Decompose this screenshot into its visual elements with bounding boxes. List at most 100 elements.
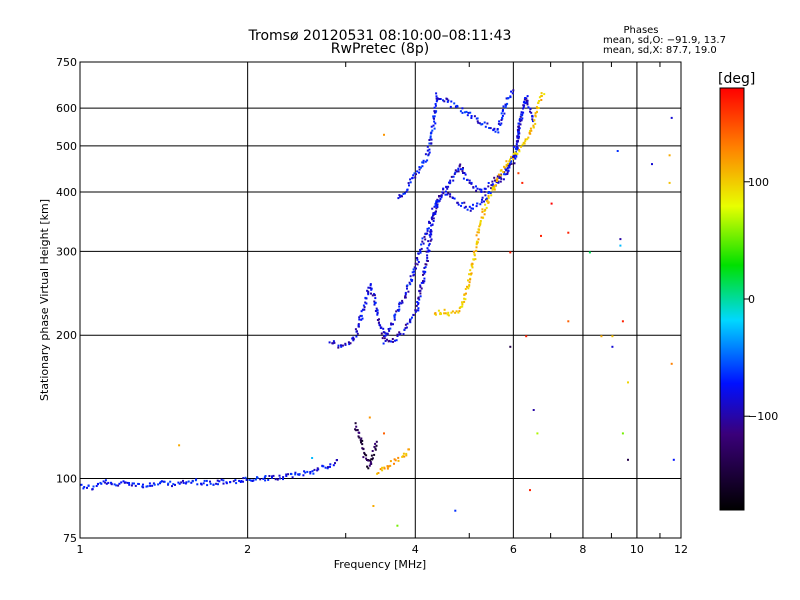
data-point [412,314,415,316]
y-tick-label: 750 [56,56,77,69]
data-point [373,300,376,303]
data-point [516,135,519,138]
data-point [370,287,373,290]
data-point [510,162,513,165]
data-point [369,287,372,289]
data-point [516,148,519,151]
data-point [509,345,512,348]
data-point [519,120,522,123]
data-point [360,441,362,444]
data-point [393,316,396,319]
data-point [324,466,327,469]
data-point [411,177,414,180]
data-point [461,111,464,114]
data-point [163,480,166,483]
data-point [588,251,591,254]
data-point [478,225,481,228]
data-point [521,181,524,184]
data-point [380,332,383,335]
data-point [82,487,85,490]
data-point [399,195,402,198]
data-point [430,132,433,135]
data-point [367,467,370,470]
y-tick-label: 500 [56,140,77,153]
data-point [212,483,215,486]
data-point [510,155,513,158]
data-point [413,172,416,175]
data-point [417,302,420,305]
data-point [524,140,527,143]
data-point [489,127,492,130]
stats-line-o: mean, sd,O: −91.9, 13.7 [603,35,726,46]
data-point [516,128,519,131]
data-point [472,186,475,189]
data-point [367,286,370,289]
data-point [495,178,498,181]
data-point [235,482,238,485]
data-point [402,455,405,458]
data-point [459,168,462,171]
data-point [484,187,487,190]
data-point [436,99,439,101]
data-point [405,326,408,329]
data-point [313,468,316,471]
x-tick-label: 12 [674,543,688,556]
data-point [160,480,163,483]
data-point [428,242,431,245]
data-point [451,196,454,199]
data-point [517,125,520,128]
data-point [363,453,366,456]
data-point [396,524,399,527]
data-point [433,111,436,114]
data-point [322,465,325,468]
data-point [531,115,534,118]
data-point [534,115,537,118]
data-point [430,233,433,236]
data-point [390,323,393,326]
data-point [102,480,105,483]
data-point [480,201,483,204]
data-point [148,482,151,485]
data-point [371,457,374,460]
data-point [481,198,483,201]
data-point [417,303,420,306]
data-point [382,335,385,337]
data-point [419,289,422,292]
data-point [499,174,502,177]
data-point [518,135,520,138]
data-point [412,174,415,177]
data-point [383,432,385,435]
data-point [499,180,502,183]
data-point [428,234,431,237]
data-point [507,169,510,172]
data-point [443,312,446,315]
data-point [397,197,400,200]
data-point [365,454,368,457]
data-point [496,128,499,130]
data-point [468,205,471,208]
data-point [276,478,279,481]
data-point [459,110,462,113]
data-point [498,120,501,123]
data-point [386,338,388,341]
data-point [290,473,293,476]
data-point [497,181,500,184]
data-point [501,110,504,113]
y-axis-ticks: 75 100 200 300 400 500 600 750 [56,56,77,545]
data-point [297,473,300,476]
data-point [508,164,511,167]
grid-lines [80,62,681,538]
data-point [146,485,149,488]
data-point [419,250,422,253]
data-point [444,193,447,196]
data-point [434,202,437,205]
data-point [304,471,307,474]
data-point [209,480,211,483]
data-point [83,486,86,488]
data-point [479,223,482,226]
data-point [537,101,540,104]
data-point [430,238,433,241]
data-point [672,458,675,461]
data-point [505,160,508,163]
data-point [477,228,480,231]
